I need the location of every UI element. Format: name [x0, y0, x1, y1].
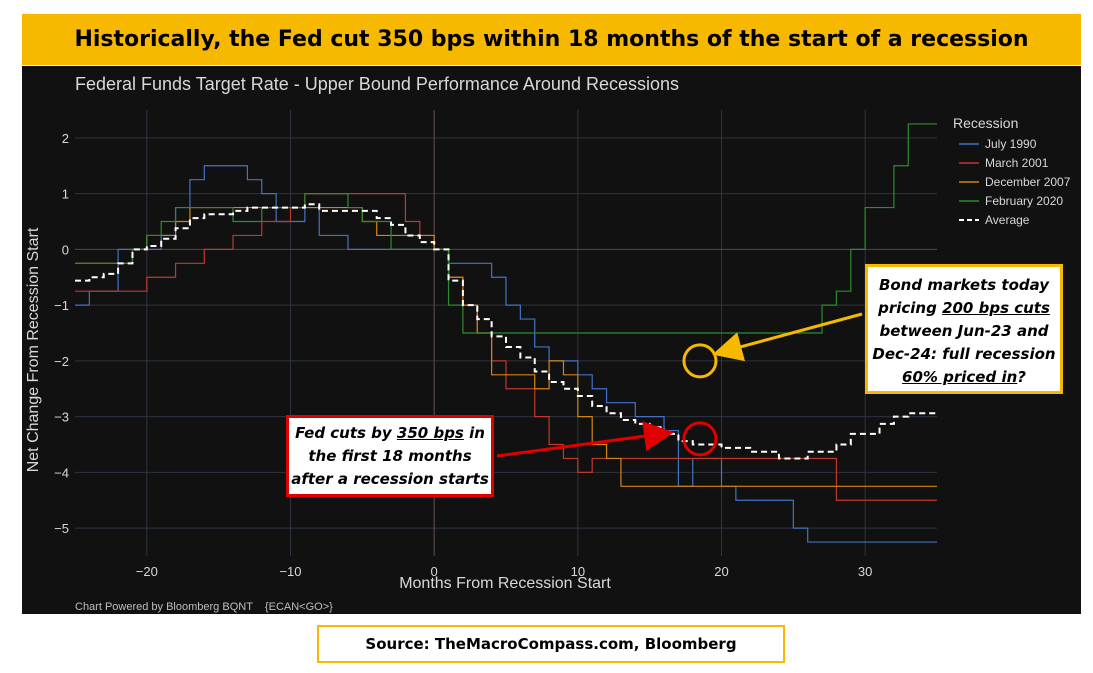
x-tick-label: 30: [858, 564, 872, 579]
y-tick-label: −5: [54, 521, 69, 536]
series-line-february-2020: [75, 123, 937, 334]
fed-cuts-callout: Fed cuts by 350 bps in the first 18 mont…: [286, 415, 494, 497]
x-tick-label: −20: [136, 564, 158, 579]
fed-callout-emphasis: 350 bps: [396, 424, 464, 442]
annotations: [682, 343, 718, 457]
fed-callout-text-2: in: [463, 424, 485, 442]
chart-title: Federal Funds Target Rate - Upper Bound …: [75, 74, 679, 94]
series-line-average: [75, 203, 937, 460]
legend-label: February 2020: [985, 194, 1063, 208]
series-lines: [75, 123, 937, 543]
y-tick-label: 1: [62, 187, 69, 202]
bond-callout-line-2: pricing 200 bps cuts: [868, 297, 1060, 320]
y-tick-label: 2: [62, 131, 69, 146]
bond-market-callout: Bond markets today pricing 200 bps cuts …: [865, 264, 1063, 394]
bond-callout-question: ?: [1017, 368, 1026, 386]
legend-label: July 1990: [985, 137, 1037, 151]
bond-callout-emphasis-2: 60% priced in: [902, 368, 1018, 386]
legend-title: Recession: [953, 115, 1018, 131]
bond-callout-text: pricing: [878, 299, 943, 317]
fed-callout-line-2: the first 18 months: [308, 447, 472, 465]
bond-callout-line-3: between Jun-23 and: [879, 322, 1049, 340]
line-chart: Federal Funds Target Rate - Upper Bound …: [25, 74, 1071, 613]
chart-footer: Chart Powered by Bloomberg BQNT {ECAN<GO…: [75, 601, 333, 613]
x-axis-label: Months From Recession Start: [399, 575, 611, 592]
fed-callout-text: Fed cuts by: [295, 424, 397, 442]
fed-callout-line-1: Fed cuts by 350 bps in: [289, 422, 491, 445]
series-line-july-1990: [75, 165, 937, 543]
x-tick-label: 10: [571, 564, 585, 579]
legend: Recession July 1990 March 2001 December 200…: [953, 115, 1071, 227]
headline-text: Historically, the Fed cut 350 bps within…: [74, 27, 1029, 52]
y-tick-label: 0: [62, 242, 69, 257]
y-tick-label: −3: [54, 410, 69, 425]
highlight-circle: [682, 421, 718, 457]
fed-callout-line-3: after a recession starts: [291, 470, 489, 488]
source-text: Source: TheMacroCompass.com, Bloomberg: [365, 635, 737, 653]
bond-callout-line-5: 60% priced in?: [868, 366, 1060, 389]
bond-callout-line-4: Dec-24: full recession: [872, 345, 1056, 363]
legend-label: December 2007: [985, 175, 1071, 189]
y-tick-label: −2: [54, 354, 69, 369]
y-tick-label: −4: [54, 465, 69, 480]
x-tick-label: 0: [431, 564, 438, 579]
bond-callout-emphasis: 200 bps cuts: [942, 299, 1050, 317]
source-box: Source: TheMacroCompass.com, Bloomberg: [317, 625, 785, 663]
y-axis-label: Net Change From Recession Start: [25, 227, 42, 472]
legend-label: Average: [985, 213, 1030, 227]
y-tick-label: −1: [54, 298, 69, 313]
headline-banner: Historically, the Fed cut 350 bps within…: [22, 14, 1081, 65]
legend-label: March 2001: [985, 156, 1049, 170]
bond-callout-line-1: Bond markets today: [878, 276, 1050, 294]
x-tick-label: −10: [279, 564, 301, 579]
x-tick-label: 20: [714, 564, 728, 579]
